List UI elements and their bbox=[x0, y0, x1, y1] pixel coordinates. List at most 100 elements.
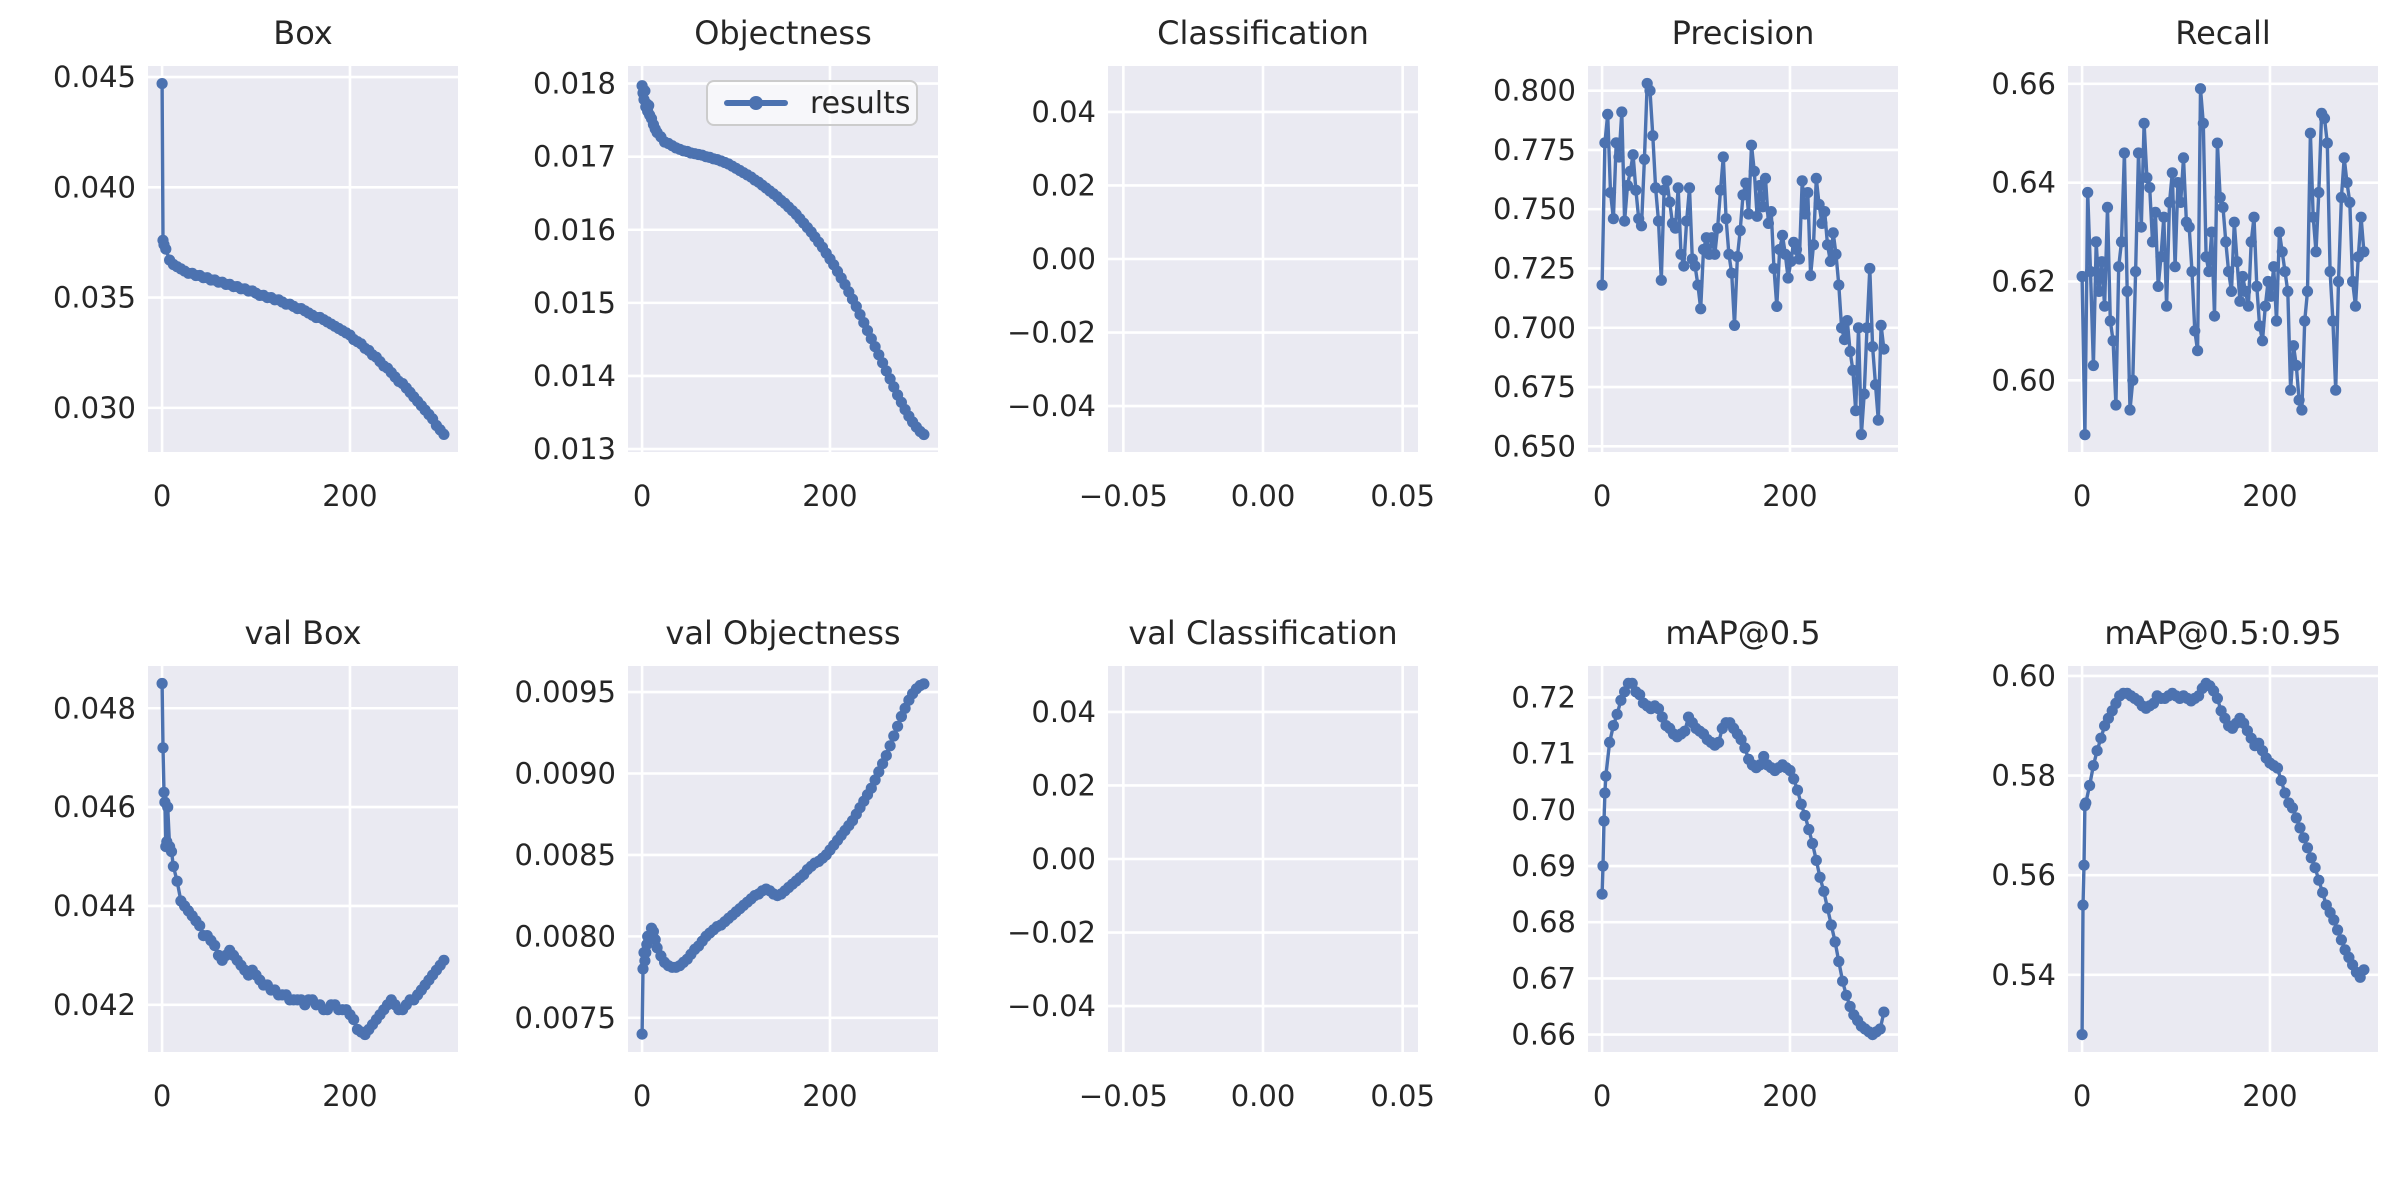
svg-text:0.046: 0.046 bbox=[53, 790, 136, 824]
panel-val-box: val Box 0.042 0.044 0.046 0.048 0 200 bbox=[0, 600, 480, 1200]
plot-classification: −0.04 −0.02 0.00 0.02 0.04 −0.05 0.00 0.05 bbox=[1007, 66, 1435, 513]
panel-map50: mAP@0.5 0.66 0.67 0.68 0.69 0.70 0.71 0.72 0 200 bbox=[1440, 600, 1920, 1200]
svg-text:0.042: 0.042 bbox=[53, 988, 136, 1022]
svg-text:0.66: 0.66 bbox=[1991, 67, 2056, 101]
svg-text:0.00: 0.00 bbox=[1231, 479, 1296, 513]
svg-text:0.70: 0.70 bbox=[1511, 793, 1576, 827]
panel-title-map50: mAP@0.5 bbox=[1665, 614, 1821, 652]
svg-text:0.0080: 0.0080 bbox=[515, 919, 616, 953]
svg-text:−0.05: −0.05 bbox=[1079, 1079, 1168, 1113]
svg-text:0.02: 0.02 bbox=[1031, 768, 1096, 802]
svg-text:0.0075: 0.0075 bbox=[515, 1001, 616, 1035]
svg-text:200: 200 bbox=[322, 1079, 377, 1113]
svg-text:0.56: 0.56 bbox=[1991, 858, 2056, 892]
svg-text:0.64: 0.64 bbox=[1991, 166, 2056, 200]
svg-text:0.60: 0.60 bbox=[1991, 659, 2056, 693]
plot-val-objectness: 0.0075 0.0080 0.0085 0.0090 0.0095 0 200 bbox=[515, 666, 938, 1113]
svg-text:0.66: 0.66 bbox=[1511, 1018, 1576, 1052]
svg-text:−0.04: −0.04 bbox=[1007, 989, 1096, 1023]
svg-text:0.750: 0.750 bbox=[1493, 192, 1576, 226]
svg-text:200: 200 bbox=[1762, 1079, 1817, 1113]
svg-text:0: 0 bbox=[1593, 479, 1611, 513]
svg-text:0.015: 0.015 bbox=[533, 286, 616, 320]
svg-text:0.800: 0.800 bbox=[1493, 74, 1576, 108]
svg-text:0.04: 0.04 bbox=[1031, 695, 1096, 729]
svg-text:200: 200 bbox=[2242, 1079, 2297, 1113]
plot-box: 0.030 0.035 0.040 0.045 0 200 bbox=[53, 60, 458, 513]
svg-text:0.69: 0.69 bbox=[1511, 849, 1576, 883]
plot-val-box: 0.042 0.044 0.046 0.048 0 200 bbox=[53, 666, 458, 1113]
svg-text:0.013: 0.013 bbox=[533, 432, 616, 466]
svg-text:0.00: 0.00 bbox=[1031, 842, 1096, 876]
panel-title-recall: Recall bbox=[2175, 14, 2271, 52]
svg-text:0.045: 0.045 bbox=[53, 60, 136, 94]
plot-objectness: 0.013 0.014 0.015 0.016 0.017 0.018 0 200 bbox=[533, 66, 938, 513]
panel-box: Box 0.030 0.035 0.040 0.045 0 200 bbox=[0, 0, 480, 600]
svg-text:0.030: 0.030 bbox=[53, 391, 136, 425]
svg-text:200: 200 bbox=[322, 479, 377, 513]
panel-title-precision: Precision bbox=[1671, 14, 1815, 52]
svg-text:−0.05: −0.05 bbox=[1079, 479, 1168, 513]
svg-text:0.700: 0.700 bbox=[1493, 311, 1576, 345]
plot-val-classification: −0.04 −0.02 0.00 0.02 0.04 −0.05 0.00 0.05 bbox=[1007, 666, 1435, 1113]
svg-text:200: 200 bbox=[802, 479, 857, 513]
svg-text:0.0085: 0.0085 bbox=[515, 838, 616, 872]
svg-text:0: 0 bbox=[633, 1079, 651, 1113]
svg-text:0.60: 0.60 bbox=[1991, 363, 2056, 397]
plot-recall: 0.60 0.62 0.64 0.66 0 200 bbox=[1991, 66, 2378, 513]
svg-text:200: 200 bbox=[1762, 479, 1817, 513]
panel-title-val-box: val Box bbox=[244, 614, 362, 652]
svg-text:0.040: 0.040 bbox=[53, 170, 136, 204]
svg-text:0: 0 bbox=[633, 479, 651, 513]
svg-text:0.725: 0.725 bbox=[1493, 251, 1576, 285]
svg-text:−0.02: −0.02 bbox=[1007, 316, 1096, 350]
svg-text:0.68: 0.68 bbox=[1511, 905, 1576, 939]
panel-title-map50-95: mAP@0.5:0.95 bbox=[2104, 614, 2342, 652]
legend: results bbox=[706, 80, 918, 126]
svg-text:0.775: 0.775 bbox=[1493, 133, 1576, 167]
panel-recall: Recall 0.60 0.62 0.64 0.66 0 200 bbox=[1920, 0, 2400, 600]
svg-text:−0.04: −0.04 bbox=[1007, 389, 1096, 423]
svg-text:0.58: 0.58 bbox=[1991, 759, 2056, 793]
panel-objectness: Objectness 0.013 0.014 0.015 0.016 0.017 0.01… bbox=[480, 0, 960, 600]
plot-precision: 0.650 0.675 0.700 0.725 0.750 0.775 0.800 0 200 bbox=[1493, 66, 1898, 513]
plot-map50: 0.66 0.67 0.68 0.69 0.70 0.71 0.72 0 200 bbox=[1511, 666, 1898, 1113]
svg-text:0.035: 0.035 bbox=[53, 281, 136, 315]
legend-line-sample-icon bbox=[724, 95, 788, 111]
svg-text:0.00: 0.00 bbox=[1231, 1079, 1296, 1113]
svg-text:0.05: 0.05 bbox=[1370, 479, 1435, 513]
svg-text:200: 200 bbox=[802, 1079, 857, 1113]
legend-label: results bbox=[810, 85, 911, 121]
svg-text:0.02: 0.02 bbox=[1031, 168, 1096, 202]
svg-text:0.72: 0.72 bbox=[1511, 680, 1576, 714]
svg-text:0.0095: 0.0095 bbox=[515, 675, 616, 709]
panel-val-classification: val Classification −0.04 −0.02 0.00 0.02 0.0… bbox=[960, 600, 1440, 1200]
svg-text:0.017: 0.017 bbox=[533, 140, 616, 174]
svg-text:0.54: 0.54 bbox=[1991, 958, 2056, 992]
svg-text:200: 200 bbox=[2242, 479, 2297, 513]
svg-text:0.018: 0.018 bbox=[533, 67, 616, 101]
svg-text:0.71: 0.71 bbox=[1511, 737, 1576, 771]
svg-text:0.048: 0.048 bbox=[53, 691, 136, 725]
svg-text:0.04: 0.04 bbox=[1031, 95, 1096, 129]
panel-val-objectness: val Objectness 0.0075 0.0080 0.0085 0.0090 0… bbox=[480, 600, 960, 1200]
panel-map50-95: mAP@0.5:0.95 0.54 0.56 0.58 0.60 0 200 bbox=[1920, 600, 2400, 1200]
panel-precision: Precision 0.650 0.675 0.700 0.725 0.750 0.775… bbox=[1440, 0, 1920, 600]
svg-text:0.675: 0.675 bbox=[1493, 370, 1576, 404]
panel-title-box: Box bbox=[273, 14, 333, 52]
svg-text:−0.02: −0.02 bbox=[1007, 916, 1096, 950]
panel-title-classification: Classification bbox=[1157, 14, 1369, 52]
svg-text:0: 0 bbox=[1593, 1079, 1611, 1113]
panel-title-val-classification: val Classification bbox=[1128, 614, 1398, 652]
svg-text:0: 0 bbox=[2073, 479, 2091, 513]
svg-text:0.62: 0.62 bbox=[1991, 264, 2056, 298]
svg-text:0.650: 0.650 bbox=[1493, 429, 1576, 463]
svg-text:0.00: 0.00 bbox=[1031, 242, 1096, 276]
panel-classification: Classification −0.04 −0.02 0.00 0.02 0.04 −0.… bbox=[960, 0, 1440, 600]
svg-text:0.67: 0.67 bbox=[1511, 961, 1576, 995]
panel-title-val-objectness: val Objectness bbox=[665, 614, 901, 652]
svg-text:0: 0 bbox=[153, 479, 171, 513]
svg-text:0.0090: 0.0090 bbox=[515, 756, 616, 790]
svg-text:0: 0 bbox=[2073, 1079, 2091, 1113]
